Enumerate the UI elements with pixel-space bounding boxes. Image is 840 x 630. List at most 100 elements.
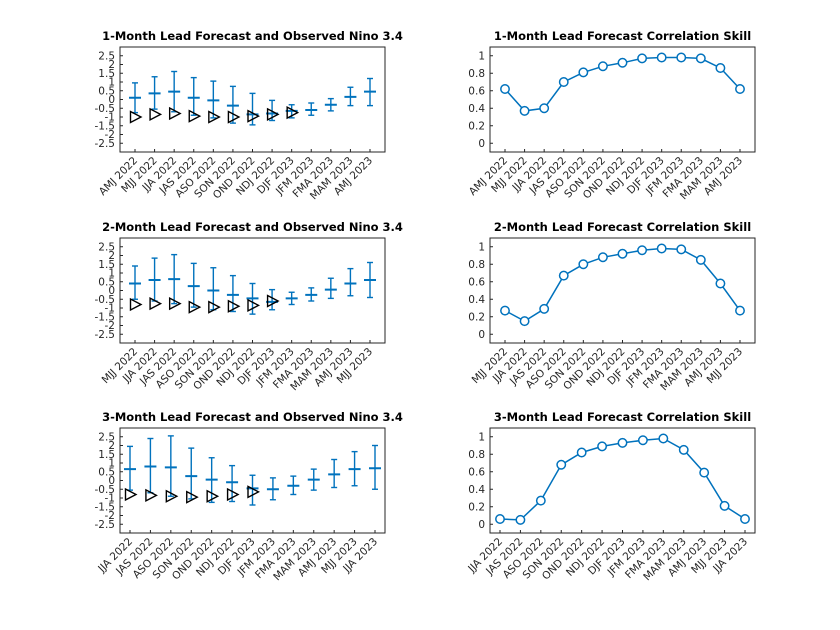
- y-tick-label: 0.6: [468, 276, 485, 288]
- chart-panel-4: 2-Month Lead Forecast Correlation Skill 1…: [468, 220, 756, 393]
- chart-panel-6: 3-Month Lead Forecast Correlation Skill 1…: [465, 410, 756, 583]
- y-tick-label: -2: [105, 320, 115, 332]
- observed-triangle-marker: [286, 105, 300, 120]
- skill-point: [597, 441, 608, 452]
- skill-point: [637, 245, 648, 256]
- y-tick-label: -0.5: [95, 484, 116, 496]
- y-tick-label: 0: [108, 475, 115, 487]
- forecast-errorbar: [364, 261, 376, 299]
- y-tick-label: 2: [108, 440, 115, 452]
- forecast-errorbar: [266, 477, 279, 501]
- observed-triangle-marker: [149, 107, 163, 122]
- skill-point: [597, 252, 608, 263]
- chart-title: 3-Month Lead Forecast Correlation Skill: [494, 410, 751, 424]
- skill-point: [678, 444, 689, 455]
- observed-triangle-marker: [247, 485, 261, 499]
- skill-point: [637, 435, 648, 446]
- y-tick-label: -0.5: [95, 103, 116, 115]
- skill-point: [519, 105, 530, 116]
- forecast-errorbar: [348, 450, 361, 487]
- y-tick-label: 0.4: [468, 294, 485, 306]
- forecast-errorbar: [285, 291, 298, 306]
- observed-triangle-marker: [208, 300, 221, 314]
- y-tick-label: -1: [105, 493, 115, 505]
- forecast-errorbar: [164, 435, 177, 497]
- observed-triangle-marker: [188, 109, 202, 123]
- forecast-errorbar: [168, 253, 181, 305]
- y-tick-label: 0.8: [468, 259, 485, 271]
- observed-triangle-marker: [165, 489, 179, 503]
- y-tick-label: -2.5: [95, 329, 116, 341]
- forecast-errorbar: [205, 457, 218, 504]
- chart-title: 3-Month Lead Forecast and Observed Nino …: [102, 410, 403, 424]
- forecast-errorbar: [307, 468, 320, 491]
- skill-point: [676, 52, 687, 63]
- skill-point: [658, 433, 669, 444]
- y-tick-label: 1: [108, 458, 115, 470]
- forecast-errorbar: [187, 262, 200, 308]
- observed-triangle-marker: [266, 294, 280, 308]
- skill-point: [500, 305, 510, 316]
- skill-point: [539, 103, 550, 114]
- y-tick-label: -1.5: [95, 120, 116, 132]
- skill-point: [519, 316, 530, 327]
- observed-triangle-marker: [247, 298, 261, 313]
- y-tick-label: 2: [108, 59, 115, 71]
- forecast-errorbar: [344, 86, 357, 107]
- observed-triangle-marker: [129, 297, 143, 312]
- skill-point: [578, 67, 589, 78]
- forecast-errorbar: [207, 80, 220, 119]
- y-tick-label: 1.5: [98, 449, 115, 461]
- y-tick-label: 2.5: [98, 50, 115, 62]
- skill-point: [558, 270, 569, 281]
- chart-title: 1-Month Lead Forecast Correlation Skill: [494, 29, 751, 43]
- y-tick-label: 0.2: [468, 120, 485, 132]
- y-tick-label: 1.5: [98, 68, 115, 80]
- y-tick-label: 0: [108, 94, 115, 106]
- observed-triangle-marker: [186, 490, 199, 504]
- skill-point: [715, 63, 726, 73]
- skill-point: [656, 243, 667, 254]
- chart-title: 2-Month Lead Forecast and Observed Nino …: [102, 220, 403, 234]
- forecast-errorbar: [185, 447, 198, 500]
- y-tick-label: 0: [478, 519, 485, 531]
- y-tick-label: 0.8: [468, 68, 485, 80]
- forecast-errorbar: [364, 77, 376, 107]
- forecast-errorbar: [344, 267, 357, 297]
- y-tick-label: -1.5: [95, 311, 116, 323]
- observed-triangle-marker: [188, 300, 202, 314]
- y-tick-label: -2: [105, 129, 115, 141]
- chart-panel-3: 2-Month Lead Forecast and Observed Nino …: [95, 220, 403, 393]
- forecast-errorbar: [226, 464, 239, 503]
- y-tick-label: -2.5: [95, 519, 116, 531]
- skill-point: [495, 514, 505, 524]
- y-tick-label: -2.5: [95, 138, 116, 150]
- y-tick-label: 1.5: [98, 259, 115, 271]
- skill-point: [578, 259, 589, 270]
- skill-point: [617, 57, 628, 68]
- forecast-errorbar: [369, 444, 381, 490]
- y-tick-label: 2: [108, 250, 115, 262]
- y-tick-label: 1: [478, 431, 485, 443]
- forecast-errorbar: [226, 85, 239, 124]
- skill-point: [740, 514, 750, 524]
- y-tick-label: 0.2: [468, 501, 485, 513]
- y-tick-label: 0.6: [468, 85, 485, 97]
- skill-point: [500, 84, 510, 94]
- skill-point: [515, 514, 526, 525]
- observed-triangle-marker: [227, 299, 241, 313]
- forecast-errorbar: [324, 97, 337, 112]
- y-tick-label: 0.6: [468, 466, 485, 478]
- skill-point: [719, 500, 730, 511]
- observed-triangle-marker: [226, 487, 240, 502]
- skill-point: [735, 84, 745, 94]
- skill-point: [695, 53, 706, 64]
- y-tick-label: 1: [478, 241, 485, 253]
- y-tick-label: -0.5: [95, 294, 116, 306]
- observed-triangle-marker: [206, 489, 220, 503]
- skill-point: [535, 495, 546, 506]
- observed-triangle-marker: [145, 488, 158, 503]
- forecast-errorbar: [129, 265, 141, 300]
- forecast-errorbar: [187, 76, 200, 116]
